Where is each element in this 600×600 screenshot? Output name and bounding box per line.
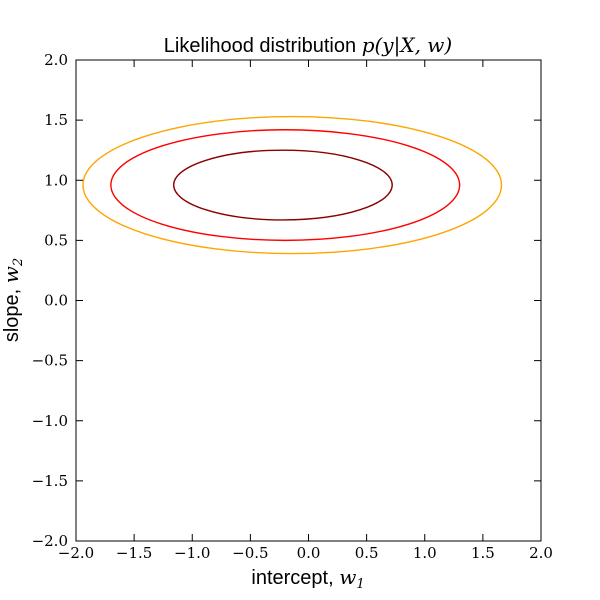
y-tick-label: 0.5 [44,231,68,249]
chart-title-text: Likelihood distribution [164,35,362,57]
x-tick-label: 1.0 [413,544,437,562]
y-tick-label: 2.0 [44,51,68,69]
x-tick-label: 1.5 [471,544,495,562]
x-tick-label: 2.0 [529,544,553,562]
x-tick-label: 0.5 [355,544,379,562]
x-axis-label-math-base: w [339,565,356,589]
y-axis-label-math-base: w [0,266,23,283]
contour-outer [82,115,503,255]
y-tick-label: 1.0 [44,171,68,189]
plot-frame [75,59,542,542]
x-axis-label: intercept, w1 [251,565,364,592]
y-tick-label: 1.5 [44,111,68,129]
contour-inner [172,149,393,221]
y-tick-label: 0.0 [44,292,68,310]
x-tick-label: 0.0 [297,544,321,562]
y-tick-label: −1.5 [32,472,68,490]
y-tick-label: −1.0 [32,412,68,430]
y-tick-label: −0.5 [32,352,68,370]
x-axis-label-math-sub: 1 [356,577,364,592]
x-tick-label: −0.5 [232,544,268,562]
contour-middle [110,129,461,242]
y-axis-ticks: −2.0 −1.5 −1.0 −0.5 0.0 0.5 1.0 1.5 2.0 [32,51,541,550]
x-axis-label-text: intercept, [251,567,339,589]
y-axis-label-math-sub: 2 [11,258,26,267]
x-tick-label: −1.5 [116,544,152,562]
y-tick-label: −2.0 [32,532,68,550]
x-tick-label: −2.0 [58,544,94,562]
x-axis-ticks: −2.0 −1.5 −1.0 −0.5 0.0 0.5 1.0 1.5 2.0 [58,60,553,562]
chart-title-math: p(y|X, w) [362,33,453,58]
y-axis-label-text: slope, [1,283,23,342]
contour-group [82,115,503,255]
chart-title: Likelihood distribution p(y|X, w) [164,33,452,58]
y-axis-label: slope, w2 [0,258,26,342]
x-tick-label: −1.0 [174,544,210,562]
